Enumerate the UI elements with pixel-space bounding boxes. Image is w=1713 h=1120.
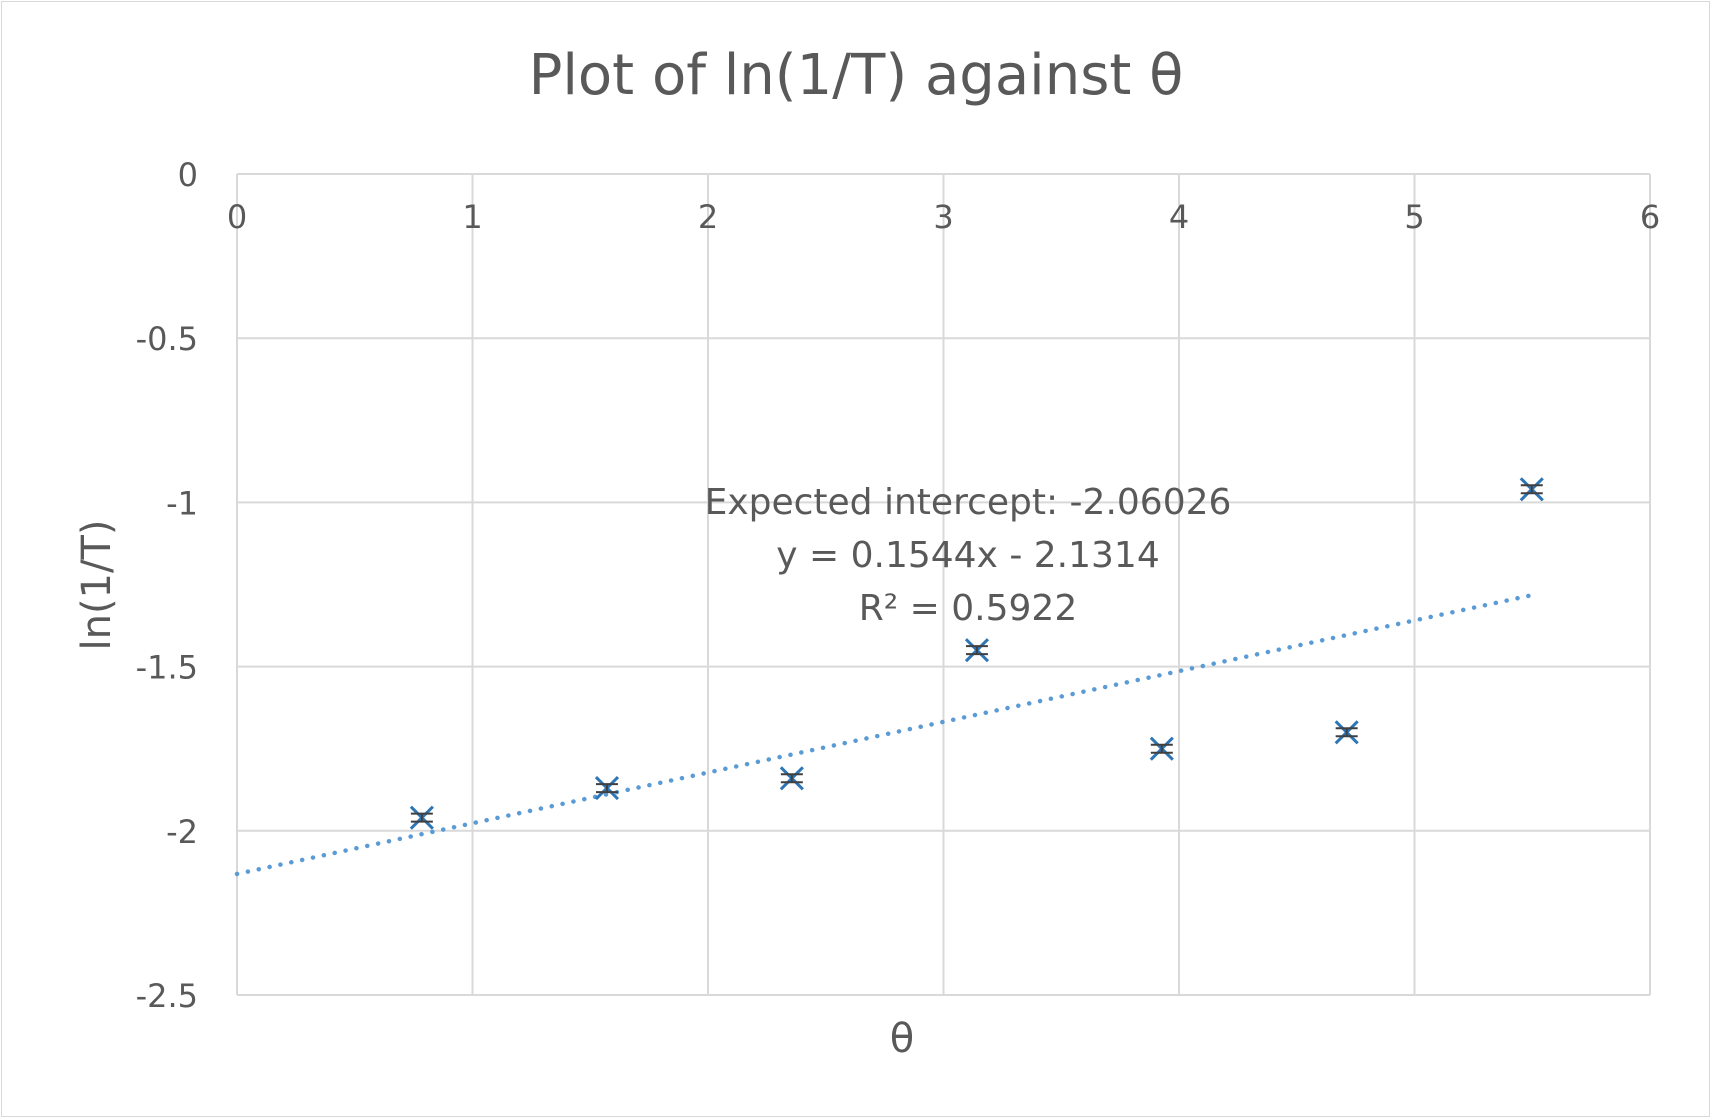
annotation-expected-intercept: Expected intercept: -2.06026 xyxy=(705,482,1232,523)
data-point xyxy=(1334,720,1359,745)
y-tick-label: 0 xyxy=(178,156,198,194)
data-point xyxy=(964,638,990,663)
data-point xyxy=(779,766,804,791)
x-tick-label: 3 xyxy=(933,198,953,236)
data-point xyxy=(594,776,620,801)
y-tick-label: -1 xyxy=(166,484,198,522)
x-tick-label: 1 xyxy=(462,198,482,236)
x-axis-title: θ xyxy=(890,1016,914,1062)
data-points xyxy=(409,477,1544,830)
y-tick-label: -2 xyxy=(166,813,198,851)
data-point xyxy=(409,805,434,830)
y-tick-label: -1.5 xyxy=(136,649,198,687)
data-point xyxy=(1149,736,1174,761)
x-tick-label: 4 xyxy=(1169,198,1189,236)
y-axis-title: ln(1/T) xyxy=(74,519,120,650)
y-tick-label: -2.5 xyxy=(136,977,198,1015)
x-tick-labels: 0 1 2 3 4 5 6 xyxy=(227,198,1660,236)
x-tick-label: 6 xyxy=(1640,198,1660,236)
data-point xyxy=(1519,477,1544,502)
x-tick-label: 2 xyxy=(698,198,718,236)
chart-title: Plot of ln(1/T) against θ xyxy=(529,43,1184,108)
y-tick-label: -0.5 xyxy=(136,320,198,358)
x-tick-label: 5 xyxy=(1404,198,1424,236)
annotation-r-squared: R² = 0.5922 xyxy=(859,588,1077,629)
x-tick-label: 0 xyxy=(227,198,247,236)
trendline-layer xyxy=(234,592,1535,877)
annotation-trend-equation: y = 0.1544x - 2.1314 xyxy=(776,535,1159,576)
trendline xyxy=(234,592,1535,877)
grid-lines xyxy=(236,173,1651,996)
y-tick-labels: 0 -0.5 -1 -1.5 -2 -2.5 xyxy=(136,156,198,1015)
